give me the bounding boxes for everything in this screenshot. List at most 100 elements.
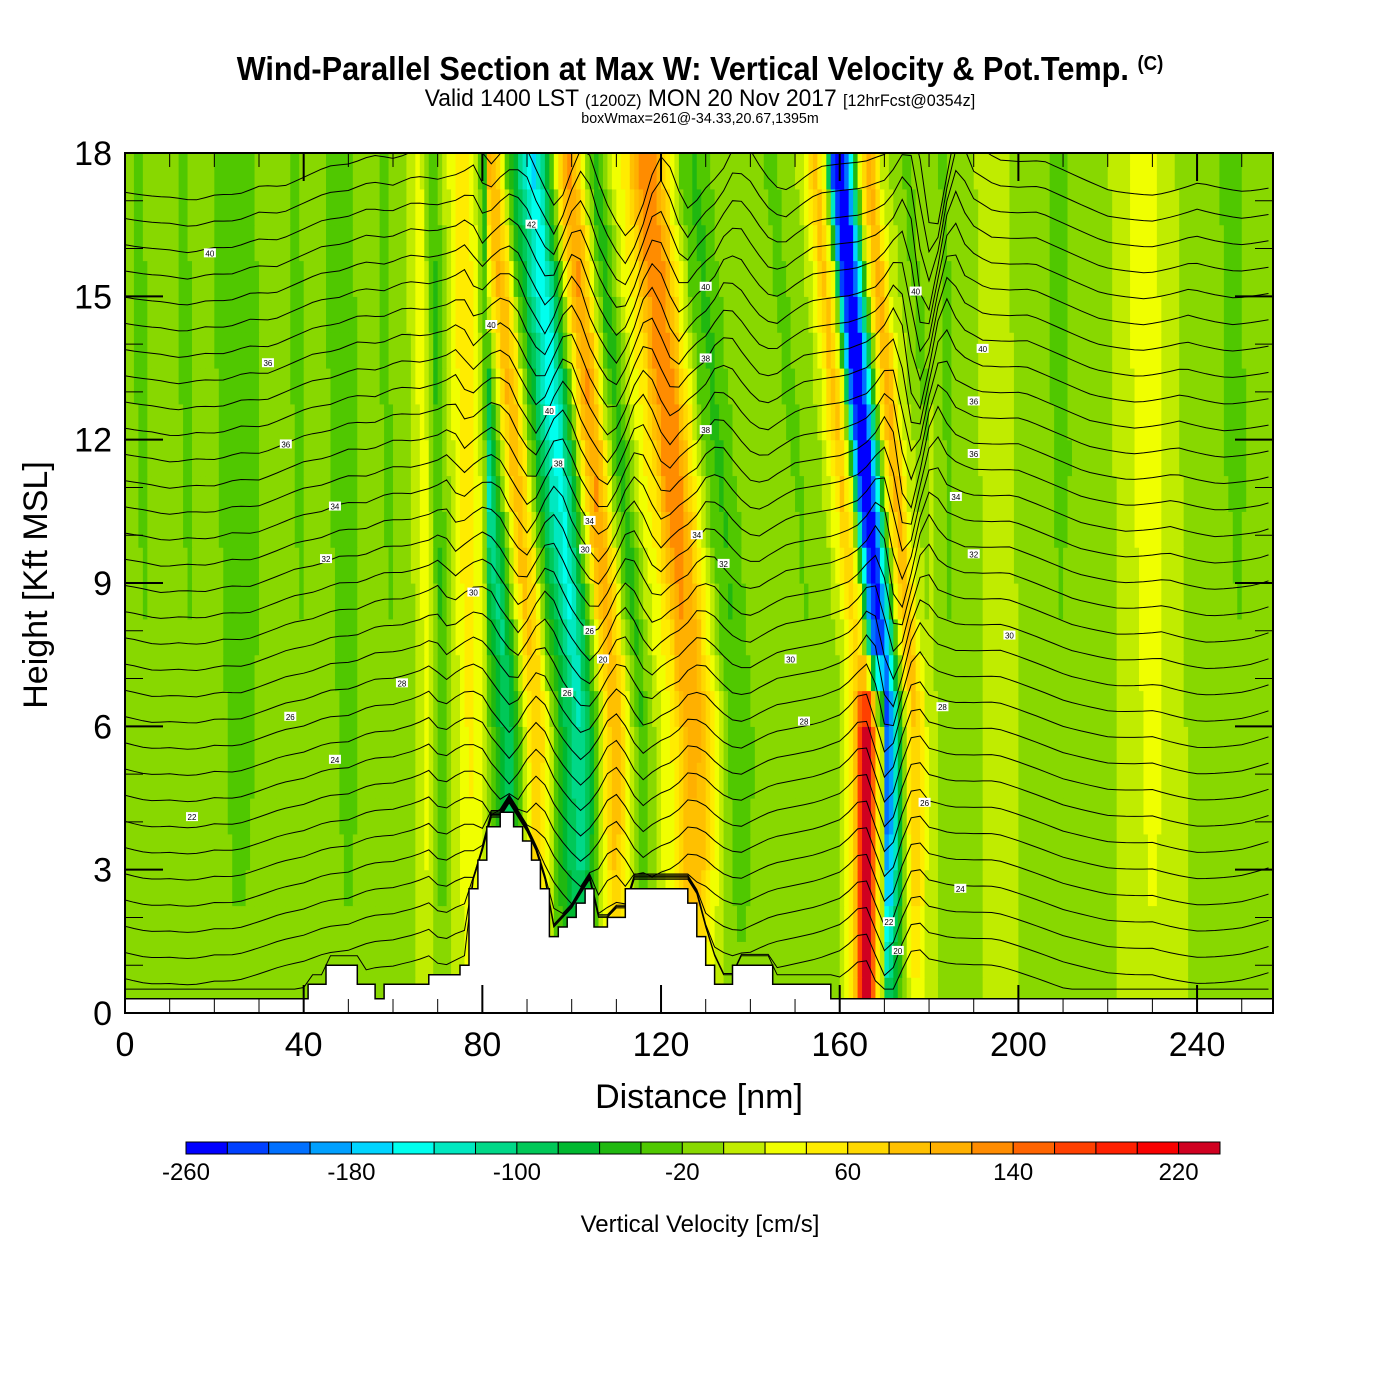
field-cell [1161,332,1167,369]
field-cell [504,296,510,333]
field-cell [334,547,341,584]
field-cell [437,332,443,369]
field-cell [366,296,372,333]
field-cell [276,475,282,512]
field-cell [576,869,582,907]
field-cell [419,475,425,512]
field-cell [379,296,385,333]
field-cell [267,762,274,799]
field-cell [710,798,716,835]
field-cell [142,547,148,584]
field-cell [772,511,778,548]
field-cell [133,511,139,548]
field-cell [714,654,720,692]
field-cell [259,547,265,584]
field-cell [227,869,233,907]
field-cell [1192,726,1198,763]
field-cell [1228,403,1234,441]
field-cell [589,475,595,512]
field-cell [401,296,408,333]
field-cell [978,368,984,405]
field-cell [839,977,845,1013]
field-cell [1125,618,1131,656]
field-cell [772,618,778,656]
field-cell [285,296,291,333]
field-cell [263,403,269,441]
field-cell [1116,869,1122,907]
field-cell [826,762,832,799]
field-cell [795,547,801,584]
field-cell [821,475,827,512]
field-cell [1179,977,1185,1013]
field-cell [138,618,144,656]
field-cell [1018,403,1024,441]
field-cell [227,368,233,405]
field-cell [129,977,135,1013]
field-cell [830,618,836,656]
field-cell [455,439,461,477]
field-cell [192,905,198,942]
field-cell [254,941,260,978]
field-cell [1219,869,1225,907]
field-cell [446,798,452,835]
field-cell [544,403,550,441]
field-cell [209,368,215,405]
field-cell [1027,690,1033,727]
field-cell [835,583,841,620]
field-cell [853,905,859,942]
field-cell [768,547,774,584]
field-cell [174,403,180,441]
field-cell [1223,511,1229,548]
field-cell [415,726,421,763]
field-cell [401,439,408,477]
field-cell [339,941,345,978]
field-cell [817,905,823,942]
field-cell [1219,977,1225,1013]
field-cell [812,726,818,763]
field-cell [393,726,399,763]
field-cell [960,511,966,548]
field-cell [625,798,631,835]
field-cell [835,439,841,477]
field-cell [290,475,296,512]
field-cell [558,511,564,548]
field-cell [178,439,184,477]
field-cell [133,296,139,333]
field-cell [1201,941,1207,978]
field-cell [276,798,282,835]
field-cell [665,368,671,405]
field-cell [741,798,747,835]
field-cell [169,762,175,799]
field-cell [991,977,997,1013]
field-cell [1071,726,1078,763]
field-cell [1223,439,1229,477]
field-cell [897,583,903,620]
field-cell [929,762,935,799]
field-cell [772,798,778,835]
field-cell [1031,368,1037,405]
field-cell [151,547,157,584]
field-cell [969,762,975,799]
field-cell [254,618,260,656]
field-cell [1130,403,1136,441]
field-cell [585,296,591,333]
field-cell [486,403,492,441]
field-cell [468,296,475,333]
field-cell [361,833,367,871]
field-cell [830,905,836,942]
field-cell [942,833,948,871]
field-cell [1125,332,1131,369]
field-cell [464,547,470,584]
field-cell [955,654,961,692]
field-cell [464,690,470,727]
field-cell [1237,403,1243,441]
field-cell [893,798,899,835]
field-cell [665,475,671,512]
field-cell [1000,332,1006,369]
field-cell [410,475,416,512]
field-cell [1152,439,1158,477]
field-cell [1210,583,1216,620]
field-cell [553,296,559,333]
field-cell [656,403,662,441]
field-cell [129,368,135,405]
